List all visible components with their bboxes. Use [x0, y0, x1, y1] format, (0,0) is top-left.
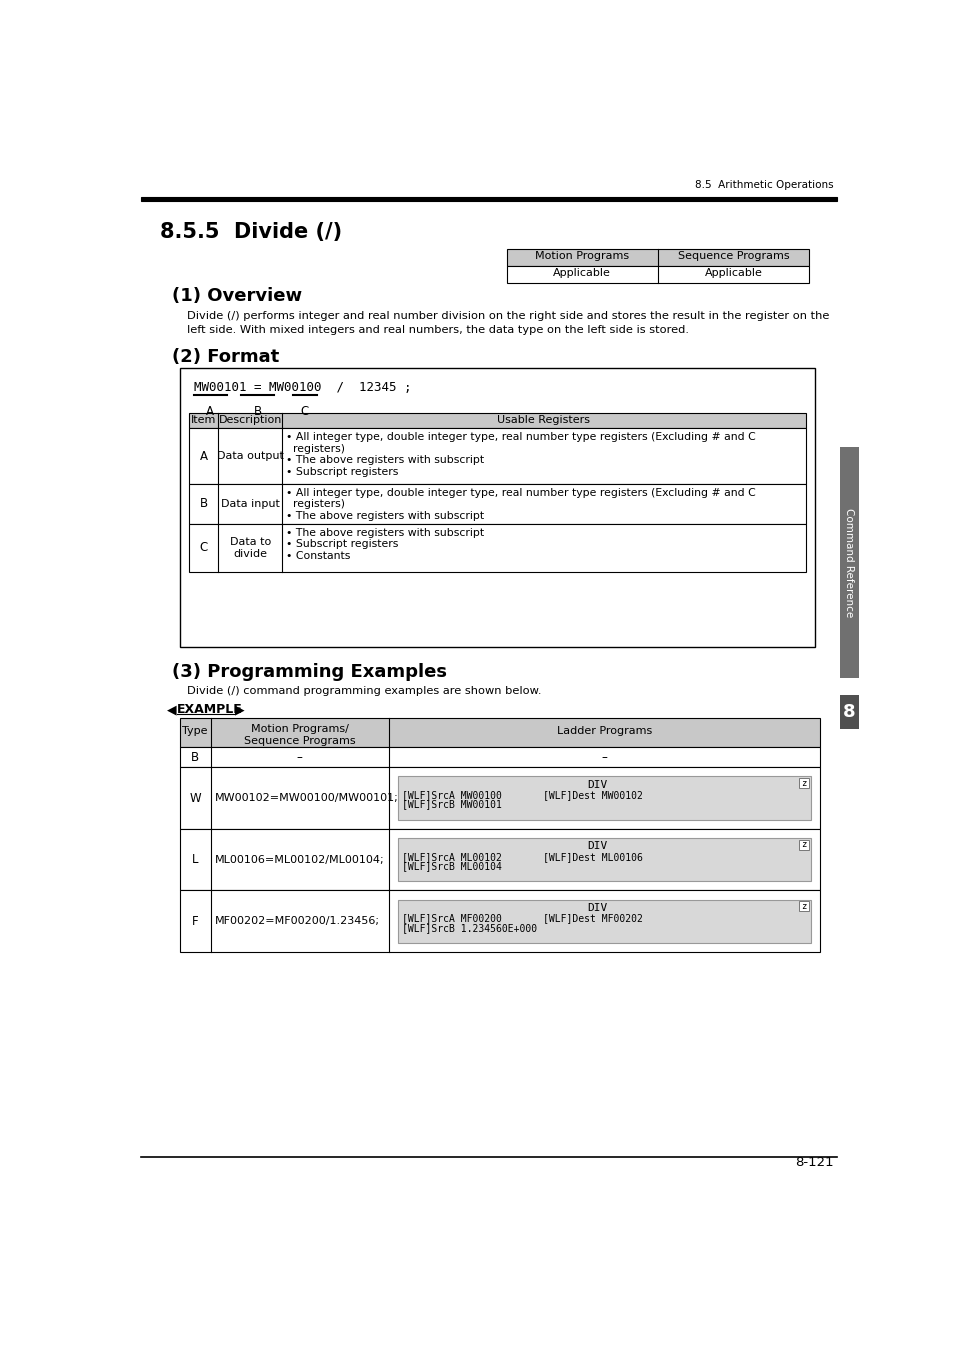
Text: [WLF]SrcB MW00101: [WLF]SrcB MW00101 [402, 799, 501, 810]
Text: MW00102=MW00100/MW00101;: MW00102=MW00100/MW00101; [215, 792, 398, 803]
Bar [397, 838, 810, 882]
Text: Motion Programs: Motion Programs [535, 251, 629, 262]
Text: B: B [199, 497, 208, 510]
Text: Motion Programs/
Sequence Programs: Motion Programs/ Sequence Programs [244, 724, 355, 745]
Text: left side. With mixed integers and real numbers, the data type on the left side : left side. With mixed integers and real … [187, 325, 689, 335]
Bar [179, 767, 819, 829]
Bar [179, 747, 819, 767]
Bar [179, 718, 819, 747]
Bar [506, 266, 808, 283]
Text: B: B [253, 405, 261, 418]
Bar [179, 829, 819, 891]
Bar [798, 840, 808, 849]
Bar [798, 778, 808, 788]
Text: Applicable: Applicable [553, 269, 611, 278]
Bar [189, 524, 805, 571]
Text: 8.5  Arithmetic Operations: 8.5 Arithmetic Operations [695, 181, 833, 190]
Bar [798, 902, 808, 911]
Text: MW00101 = MW00100  /  12345 ;: MW00101 = MW00100 / 12345 ; [193, 381, 411, 394]
Text: –: – [600, 751, 607, 764]
Text: [WLF]SrcA MF00200       [WLF]Dest MF00202: [WLF]SrcA MF00200 [WLF]Dest MF00202 [402, 914, 642, 923]
Text: • All integer type, double integer type, real number type registers (Excluding #: • All integer type, double integer type,… [286, 487, 755, 521]
Bar [397, 899, 810, 942]
Text: –: – [296, 751, 302, 764]
Text: Ladder Programs: Ladder Programs [557, 726, 651, 736]
Bar [179, 369, 815, 647]
Bar [397, 776, 810, 819]
Text: Data to
divide: Data to divide [230, 537, 271, 559]
Text: A: A [199, 450, 208, 463]
Text: 8.5.5  Divide (/): 8.5.5 Divide (/) [159, 221, 341, 242]
Text: C: C [300, 405, 309, 418]
Text: Divide (/) command programming examples are shown below.: Divide (/) command programming examples … [187, 686, 541, 695]
Text: [WLF]SrcB ML00104: [WLF]SrcB ML00104 [402, 861, 501, 871]
Bar [840, 695, 858, 729]
Text: Usable Registers: Usable Registers [497, 416, 590, 425]
Text: Data output: Data output [216, 451, 283, 462]
Text: B: B [191, 751, 199, 764]
Text: EXAMPLE: EXAMPLE [176, 703, 242, 717]
Text: W: W [190, 791, 201, 805]
Text: Type: Type [182, 726, 208, 736]
Bar [506, 248, 808, 266]
Text: (3) Programming Examples: (3) Programming Examples [172, 663, 447, 680]
Text: A: A [206, 405, 214, 418]
Text: [WLF]SrcB 1.234560E+000: [WLF]SrcB 1.234560E+000 [402, 923, 537, 933]
Text: Description: Description [218, 416, 282, 425]
Text: ◀: ◀ [167, 703, 176, 717]
Text: 8-121: 8-121 [795, 1156, 833, 1169]
Text: (1) Overview: (1) Overview [172, 286, 302, 305]
Text: • All integer type, double integer type, real number type registers (Excluding #: • All integer type, double integer type,… [286, 432, 755, 477]
Text: [WLF]SrcA ML00102       [WLF]Dest ML00106: [WLF]SrcA ML00102 [WLF]Dest ML00106 [402, 852, 642, 861]
Text: L: L [192, 853, 198, 867]
Text: z: z [801, 902, 806, 911]
Bar [189, 483, 805, 524]
Text: 8: 8 [842, 703, 855, 721]
Text: • The above registers with subscript
• Subscript registers
• Constants: • The above registers with subscript • S… [286, 528, 483, 562]
Text: Item: Item [191, 416, 216, 425]
Text: Command Reference: Command Reference [843, 508, 853, 617]
Text: F: F [192, 915, 198, 927]
Text: Sequence Programs: Sequence Programs [677, 251, 788, 262]
Text: DIV: DIV [587, 841, 607, 850]
Bar [189, 428, 805, 483]
Text: MF00202=MF00200/1.23456;: MF00202=MF00200/1.23456; [215, 917, 380, 926]
Text: Divide (/) performs integer and real number division on the right side and store: Divide (/) performs integer and real num… [187, 312, 829, 321]
Bar [189, 413, 805, 428]
Bar [179, 891, 819, 952]
Text: z: z [801, 840, 806, 849]
Bar [141, 197, 836, 201]
Text: (2) Format: (2) Format [172, 348, 279, 366]
Text: ML00106=ML00102/ML00104;: ML00106=ML00102/ML00104; [215, 855, 385, 864]
Text: DIV: DIV [587, 903, 607, 913]
Text: z: z [801, 779, 806, 787]
Text: C: C [199, 541, 208, 555]
Text: Applicable: Applicable [703, 269, 761, 278]
Text: ▶: ▶ [234, 703, 244, 717]
Text: Data input: Data input [220, 500, 279, 509]
Text: DIV: DIV [587, 779, 607, 790]
Text: [WLF]SrcA MW00100       [WLF]Dest MW00102: [WLF]SrcA MW00100 [WLF]Dest MW00102 [402, 790, 642, 801]
Bar [840, 447, 858, 678]
